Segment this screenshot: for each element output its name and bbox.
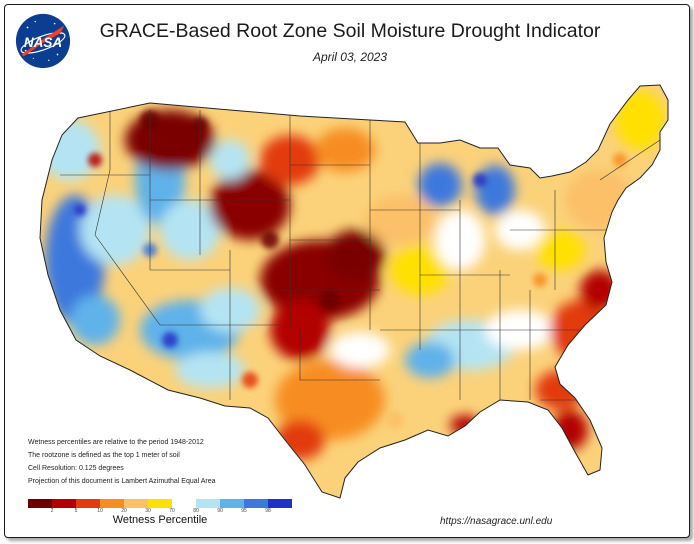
legend-swatch [196,499,220,508]
legend-tick: 5 [74,508,78,514]
note-rootzone: The rootzone is defined as the top 1 met… [28,452,180,459]
legend-tick: 90 [217,508,223,514]
legend-swatch [148,499,172,508]
svg-text:NASA: NASA [24,35,62,50]
legend-swatch [100,499,124,508]
legend-tick: 95 [241,508,247,514]
legend-swatch [52,499,76,508]
note-period: Wetness percentiles are relative to the … [28,439,204,446]
map-date: April 03, 2023 [312,50,388,64]
note-projection: Projection of this document is Lambert A… [28,478,216,485]
legend-tick: 70 [169,508,175,514]
legend-swatch [76,499,100,508]
legend-colorbar [28,499,292,508]
legend-tick: 2 [50,508,54,514]
map-title: GRACE-Based Root Zone Soil Moisture Drou… [99,20,601,42]
legend-swatch [172,499,196,508]
legend-ticks: 2 5 10 20 30 70 80 90 95 98 [28,508,292,516]
legend-swatch [28,499,52,508]
source-url: https://nasagrace.unl.edu [440,516,553,527]
nasa-logo-icon: NASA [15,13,71,69]
legend-swatch [124,499,148,508]
legend-swatch [244,499,268,508]
legend-tick: 30 [145,508,151,514]
legend-tick: 98 [265,508,271,514]
legend-tick: 10 [97,508,103,514]
legend-swatch [268,499,292,508]
legend-swatch [220,499,244,508]
map-notes: Wetness percentiles are relative to the … [28,436,216,488]
legend-tick: 20 [121,508,127,514]
legend-tick: 80 [193,508,199,514]
note-resolution: Cell Resolution: 0.125 degrees [28,465,124,472]
legend-label: Wetness Percentile [112,514,208,526]
